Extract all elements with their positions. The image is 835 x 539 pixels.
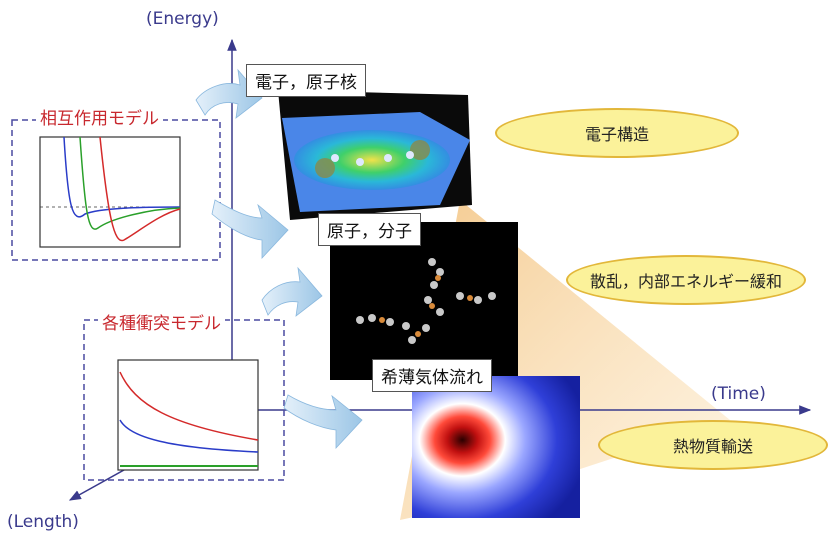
curved-arrow-icon [283,394,363,450]
electronic-structure-ellipse: 電子構造 [495,108,739,158]
molecule-panel [330,222,518,380]
potential-plot [39,136,181,248]
collision-plot [117,359,259,471]
time-axis-label: (Time) [711,384,766,404]
scattering-ellipse: 散乱，内部エネルギー緩和 [566,255,806,305]
curved-arrow-icon [211,199,289,260]
curved-arrow-icon [261,266,323,317]
gas-flow-panel [412,376,580,518]
interaction-model-title: 相互作用モデル [36,104,163,129]
curved-arrow-icon [195,68,263,119]
gas-scale-box: 希薄気体流れ [372,359,492,392]
length-axis-label: (Length) [7,512,79,532]
collision-model-title: 各種衝突モデル [98,309,225,334]
transport-ellipse: 熱物質輸送 [598,420,828,470]
energy-axis-label: (Energy) [146,9,219,29]
atom-scale-box: 原子，分子 [318,213,421,246]
electron-density-panel [278,90,472,220]
electron-scale-box: 電子，原子核 [246,64,366,97]
